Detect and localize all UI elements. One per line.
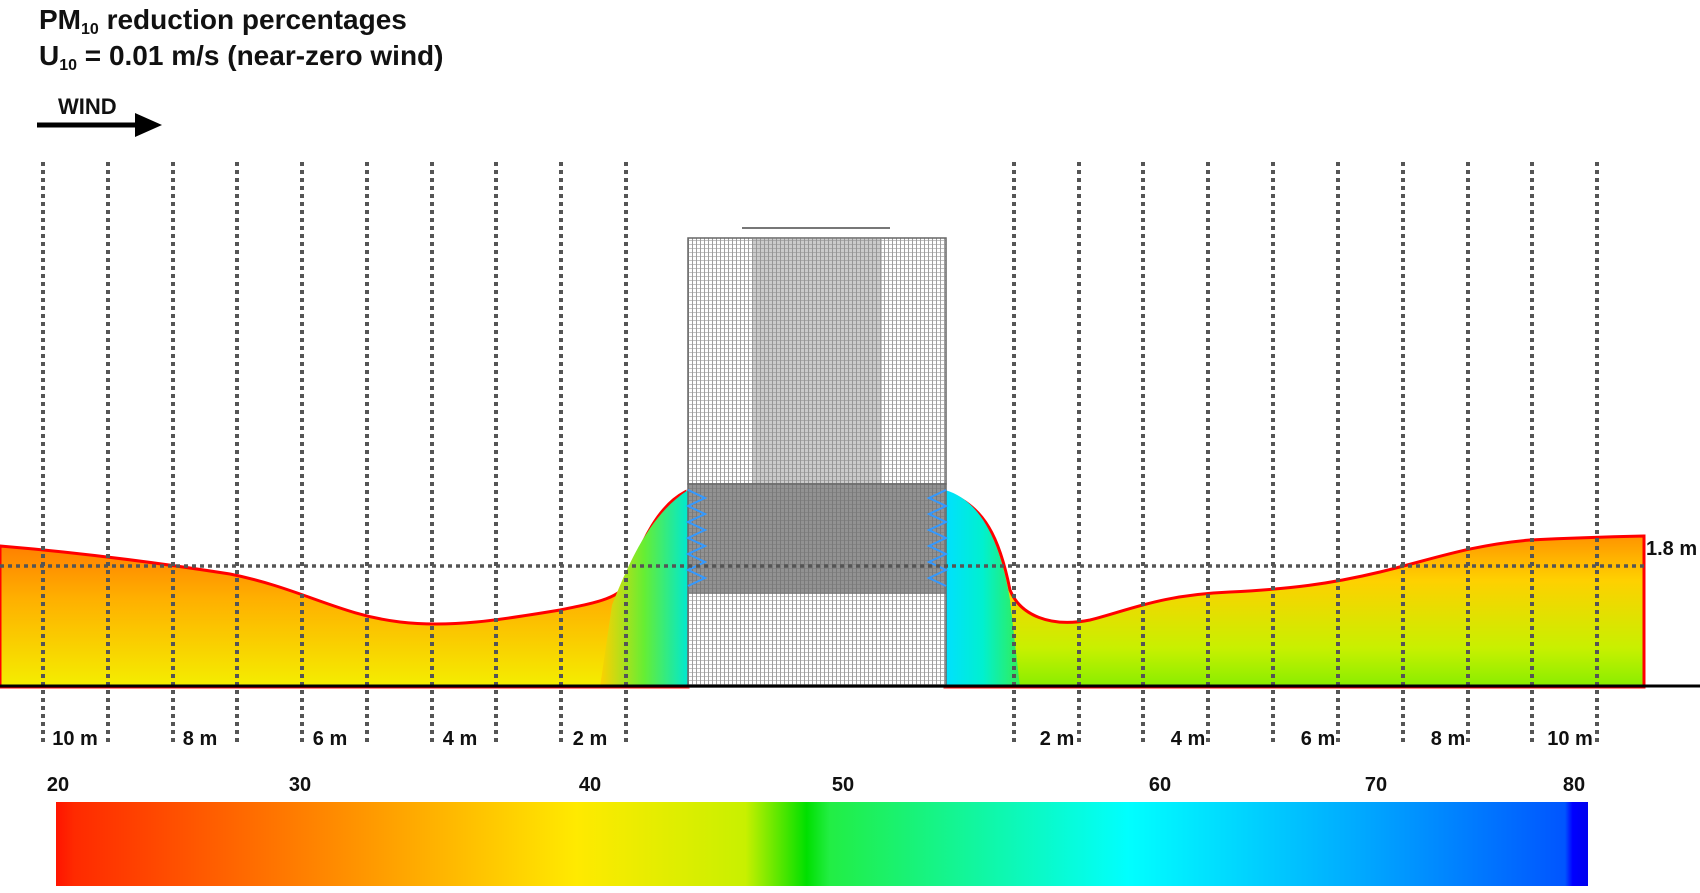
distance-label-downwind-1: 2 m	[1040, 728, 1074, 750]
distance-label-upwind-1: 10 m	[52, 728, 98, 750]
barrier-crown	[688, 484, 946, 594]
colorbar-tick-30: 30	[289, 774, 311, 796]
distance-label-downwind-3: 6 m	[1301, 728, 1335, 750]
colorbar-tick-80: 80	[1563, 774, 1585, 796]
distance-label-upwind-2: 8 m	[183, 728, 217, 750]
distance-label-downwind-5: 10 m	[1547, 728, 1593, 750]
colorbar-tick-50: 50	[832, 774, 854, 796]
colorbar-ticks: 20 30 40 50 60 70 80	[47, 774, 1585, 796]
colorbar-tick-60: 60	[1149, 774, 1171, 796]
distance-label-upwind-3: 6 m	[313, 728, 347, 750]
title-line-1: PM10 reduction percentages	[39, 4, 407, 38]
barrier-crown-edge-right	[926, 489, 949, 587]
distance-label-downwind-4: 8 m	[1431, 728, 1465, 750]
measurement-lines	[41, 162, 1599, 743]
colorbar: 20 30 40 50 60 70 80	[47, 774, 1588, 886]
downwind-nearfield	[945, 490, 1020, 687]
wind-arrow-icon	[37, 113, 162, 137]
colorbar-tick-70: 70	[1365, 774, 1387, 796]
distance-label-upwind-5: 2 m	[573, 728, 607, 750]
distance-labels: 10 m 8 m 6 m 4 m 2 m 2 m 4 m 6 m 8 m 10 m	[52, 728, 1593, 750]
height-label: 1.8 m	[1646, 538, 1697, 560]
vegetation-barrier	[685, 227, 949, 688]
downwind-plume	[943, 489, 1646, 689]
colorbar-gradient	[56, 802, 1588, 886]
colorbar-tick-20: 20	[47, 774, 69, 796]
distance-label-downwind-2: 4 m	[1171, 728, 1205, 750]
upwind-plume	[0, 489, 690, 689]
wind-label: WIND	[58, 94, 117, 119]
barrier-mesh-upper	[687, 237, 947, 485]
upwind-nearfield	[600, 490, 688, 687]
barrier-crown-edge-left	[685, 489, 708, 587]
distance-label-upwind-4: 4 m	[443, 728, 477, 750]
colorbar-tick-40: 40	[579, 774, 601, 796]
title-line-2: U10 = 0.01 m/s (near-zero wind)	[39, 40, 444, 74]
